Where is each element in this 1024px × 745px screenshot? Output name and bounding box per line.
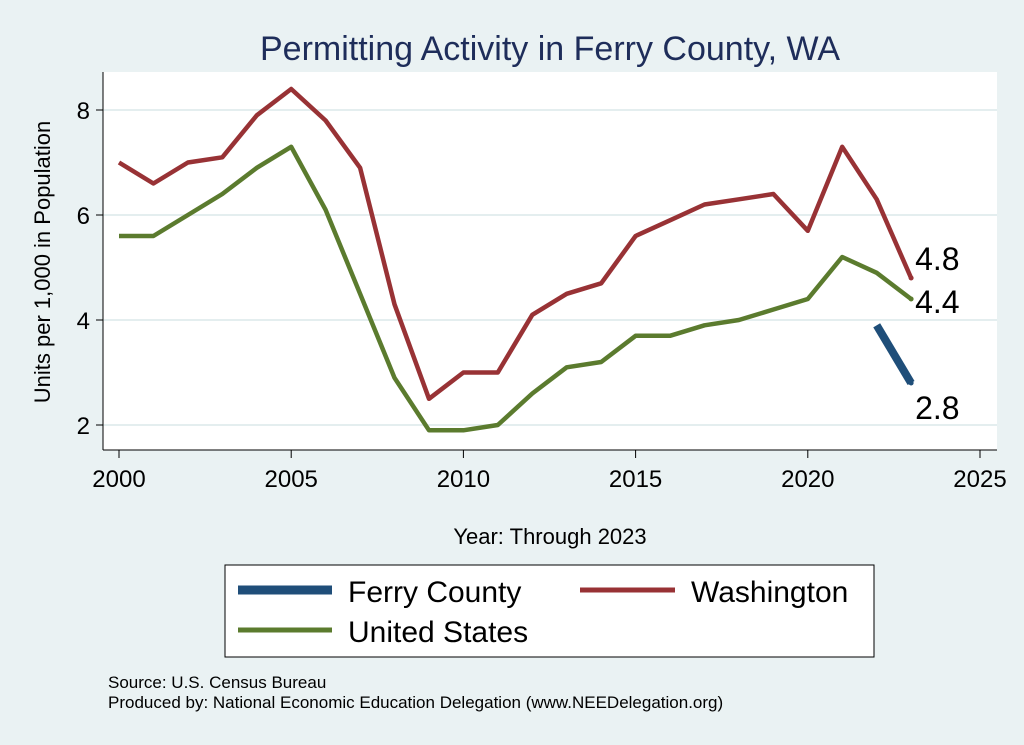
grid-lines: [103, 109, 997, 426]
x-tick-label: 2000: [92, 466, 145, 493]
y-ticks: 2 4 6 8: [77, 98, 103, 440]
x-tick-label: 2005: [265, 466, 318, 493]
series-line-washington: [117, 86, 914, 402]
chart-title: Permitting Activity in Ferry County, WA: [260, 30, 840, 68]
plot-area: [103, 72, 997, 450]
series-line-united-states: [119, 144, 913, 433]
y-tick-label: 6: [77, 203, 90, 230]
end-labels: 2.8 4.8 4.4: [915, 241, 959, 426]
legend: Ferry County Washington United States: [224, 564, 875, 658]
legend-label-washington: Washington: [691, 576, 848, 609]
x-tick-label: 2010: [437, 466, 490, 493]
end-label-ferry-county: 2.8: [915, 390, 959, 426]
series-lines: [117, 86, 915, 433]
series-line-ferry-county: [873, 323, 915, 386]
end-label-washington: 4.8: [915, 241, 959, 277]
y-tick-label: 8: [77, 98, 90, 125]
y-tick-label: 2: [77, 413, 90, 440]
legend-label-united-states: United States: [348, 616, 528, 649]
end-point-ferry-county: [908, 380, 914, 386]
x-axis-label: Year: Through 2023: [453, 524, 646, 549]
end-point-united-states: [908, 296, 914, 302]
end-point-washington: [908, 275, 914, 281]
axes: [102, 72, 997, 451]
legend-box: [224, 564, 875, 658]
x-tick-label: 2020: [781, 466, 834, 493]
legend-label-ferry-county: Ferry County: [348, 576, 521, 609]
produced-by-note: Produced by: National Economic Education…: [108, 693, 723, 712]
x-ticks: 2000 2005 2010 2015 2020 2025: [92, 450, 1007, 493]
y-tick-label: 4: [77, 308, 90, 335]
x-tick-label: 2015: [609, 466, 662, 493]
source-note: Source: U.S. Census Bureau: [108, 673, 326, 692]
end-label-united-states: 4.4: [915, 284, 959, 320]
y-axis-label: Units per 1,000 in Population: [30, 121, 55, 404]
x-tick-label: 2025: [953, 466, 1006, 493]
